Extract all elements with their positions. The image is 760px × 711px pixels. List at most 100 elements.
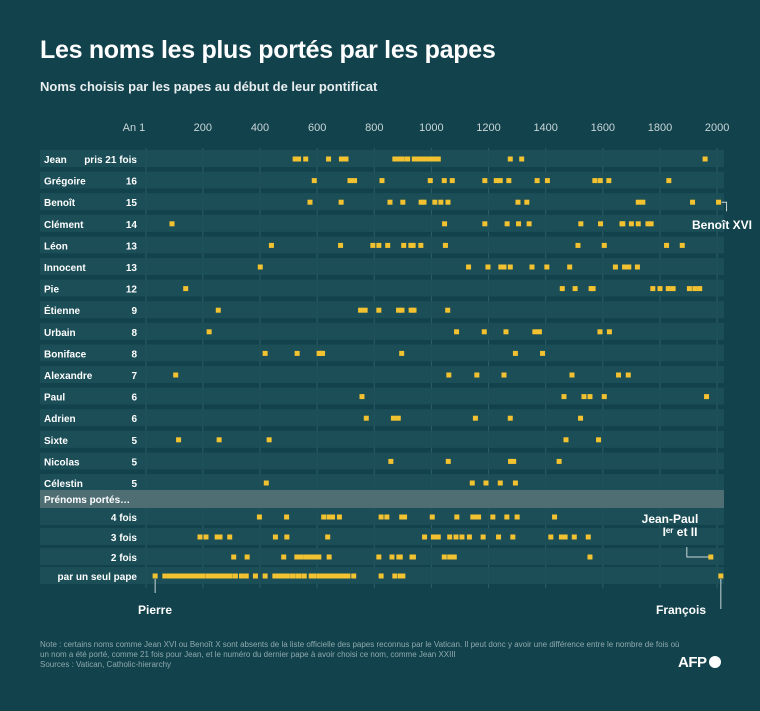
dot-4-13: [679, 242, 685, 248]
dot-6-8: [670, 286, 676, 292]
dot-9-6: [399, 350, 405, 356]
dot-11-4: [601, 394, 607, 400]
chart-subtitle: Noms choisis par les papes au début de l…: [40, 79, 378, 94]
row-count-10: 7: [131, 371, 137, 382]
x-tick-label-10: 2000: [705, 122, 729, 134]
dot-2-2: [387, 199, 393, 205]
dot-19-48: [345, 573, 351, 579]
dot-19-19: [219, 573, 225, 579]
dot-13-2: [266, 437, 272, 443]
annotation-leader-jeanpaul: [686, 547, 709, 558]
dot-7-4: [396, 307, 402, 313]
dot-19-23: [238, 573, 244, 579]
dot-10-3: [501, 372, 507, 378]
dot-19-31: [290, 573, 296, 579]
dot-17-21: [562, 534, 568, 540]
dot-17-2: [214, 534, 220, 540]
dot-3-9: [620, 221, 626, 227]
row-label-2: Benoît: [44, 198, 76, 209]
dot-0-9: [399, 156, 405, 162]
dot-9-7: [512, 350, 518, 356]
dot-0-13: [416, 156, 422, 162]
dot-5-4: [501, 264, 507, 270]
dot-7-1: [358, 307, 364, 313]
dot-1-5: [441, 178, 447, 184]
dot-19-22: [232, 573, 238, 579]
dot-4-3: [376, 242, 382, 248]
dot-19-9: [186, 573, 192, 579]
row-band-13: [40, 430, 724, 448]
row-band-17: [40, 528, 724, 545]
dot-3-0: [169, 221, 175, 227]
dot-6-5: [650, 286, 656, 292]
dot-18-9: [326, 554, 332, 560]
dot-15-4: [512, 480, 518, 486]
dot-18-2: [281, 554, 287, 560]
dot-17-20: [558, 534, 564, 540]
row-label-8: Urbain: [44, 328, 76, 339]
dot-12-5: [578, 415, 584, 421]
dot-4-0: [268, 242, 274, 248]
dot-1-9: [497, 178, 503, 184]
dot-19-33: [296, 573, 302, 579]
dot-6-7: [665, 286, 671, 292]
dot-16-18: [552, 514, 558, 520]
dot-18-20: [708, 554, 714, 560]
dot-5-11: [626, 264, 632, 270]
dot-4-9: [442, 242, 448, 248]
dot-19-24: [243, 573, 249, 579]
dot-10-0: [173, 372, 179, 378]
row-band-14: [40, 452, 724, 470]
row-count-15: 5: [131, 479, 137, 490]
dot-17-13: [453, 534, 459, 540]
dot-9-0: [262, 350, 268, 356]
dot-5-0: [257, 264, 263, 270]
dot-3-5: [526, 221, 532, 227]
x-tick-label-7: 1400: [533, 122, 557, 134]
dot-18-5: [303, 554, 309, 560]
dot-19-8: [182, 573, 188, 579]
dot-1-6: [449, 178, 455, 184]
row-count-19: par un seul pape: [58, 572, 138, 583]
row-band-8: [40, 322, 724, 340]
dot-18-0: [231, 554, 237, 560]
dot-2-6: [432, 199, 438, 205]
dot-7-6: [408, 307, 414, 313]
dot-0-23: [702, 156, 708, 162]
dot-4-4: [385, 242, 391, 248]
dot-4-2: [370, 242, 376, 248]
dot-5-7: [544, 264, 550, 270]
dot-4-10: [575, 242, 581, 248]
row-band-3: [40, 214, 724, 232]
dot-19-5: [173, 573, 179, 579]
row-label-3: Clément: [44, 220, 84, 231]
dot-12-3: [472, 415, 478, 421]
dot-2-5: [421, 199, 427, 205]
dot-14-4: [556, 458, 562, 464]
dot-5-12: [634, 264, 640, 270]
afp-logo: AFP: [678, 654, 721, 671]
dot-11-3: [587, 394, 593, 400]
dot-16-15: [490, 514, 496, 520]
dot-17-0: [197, 534, 203, 540]
dot-19-52: [397, 573, 403, 579]
dot-5-8: [567, 264, 573, 270]
dot-16-16: [504, 514, 510, 520]
dot-14-2: [508, 458, 514, 464]
dot-19-43: [332, 573, 338, 579]
chart-title: Les noms les plus portés par les papes: [40, 36, 496, 64]
dot-2-4: [418, 199, 424, 205]
dot-17-16: [480, 534, 486, 540]
dot-19-34: [301, 573, 307, 579]
dot-0-8: [395, 156, 401, 162]
dot-11-2: [581, 394, 587, 400]
scatter-chart: An 1 200 400 600 800 1000 1200 1400 1600 1800 2000…: [40, 122, 752, 617]
dot-11-5: [704, 394, 710, 400]
dot-17-4: [227, 534, 233, 540]
dot-19-11: [193, 573, 199, 579]
dot-18-16: [441, 554, 447, 560]
dot-18-4: [298, 554, 304, 560]
dot-6-10: [692, 286, 698, 292]
dot-9-1: [294, 350, 300, 356]
dot-2-7: [438, 199, 444, 205]
